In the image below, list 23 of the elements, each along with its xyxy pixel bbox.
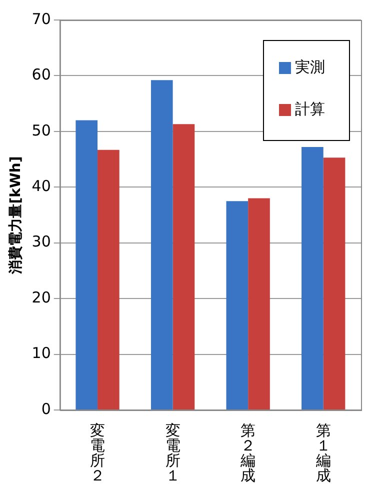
bar [76, 120, 98, 410]
y-tick-label: 0 [41, 400, 51, 418]
bar [226, 201, 248, 410]
y-axis-title: 消費電力量[kWh] [8, 156, 24, 275]
bar [302, 147, 324, 410]
y-tick-label: 40 [32, 177, 51, 196]
y-tick-label: 50 [32, 121, 51, 140]
legend-label: 実測 [295, 58, 325, 76]
y-tick-label: 10 [32, 344, 51, 362]
bar [248, 198, 270, 410]
y-tick-label: 20 [32, 288, 51, 306]
x-tick-label: 第２編成 [240, 421, 256, 484]
bar [150, 80, 173, 410]
y-tick-label: 30 [32, 232, 51, 251]
y-tick-label: 70 [32, 10, 51, 28]
x-tick-label: 変電所１ [165, 421, 180, 484]
bar [98, 150, 120, 410]
bar [323, 158, 346, 410]
legend-label: 計算 [295, 100, 325, 118]
bar [172, 124, 195, 410]
y-tick-label: 60 [32, 66, 51, 84]
x-tick-label: 第１編成 [314, 421, 331, 484]
x-tick-label: 変電所２ [90, 421, 106, 484]
